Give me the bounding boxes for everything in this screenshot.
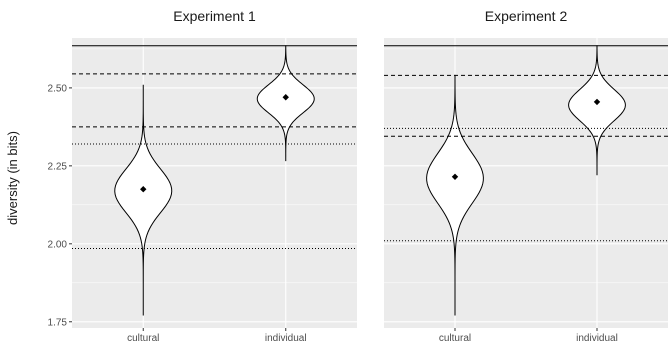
panel-background [72,38,357,328]
panel-title: Experiment 2 [485,8,568,24]
panel-background [384,38,668,328]
mean-point-individual [282,94,289,101]
panel-2: Experiment 2 cultural individual [384,8,668,344]
mean-point-cultural [451,173,459,180]
x-tick-label: cultural [127,333,159,344]
mean-point-individual [593,98,601,106]
x-tick-label: individual [576,333,618,344]
x-tick-label: individual [265,333,307,344]
plot-layer: Experiment 1 cultural individual 1.75 2.00 2.… [48,8,668,344]
y-tick-label: 1.75 [48,317,68,328]
mean-point-cultural [140,186,147,193]
y-tick-label: 2.25 [48,161,68,172]
y-tick-label: 2.50 [48,83,68,94]
panel-title: Experiment 1 [173,8,256,24]
violin-cultural [114,84,173,316]
panel-1: Experiment 1 cultural individual 1.75 2.00 2.… [48,8,357,344]
y-tick-label: 2.00 [48,239,68,250]
x-tick-label: cultural [439,333,471,344]
y-axis-title: diversity (in bits) [5,131,20,225]
